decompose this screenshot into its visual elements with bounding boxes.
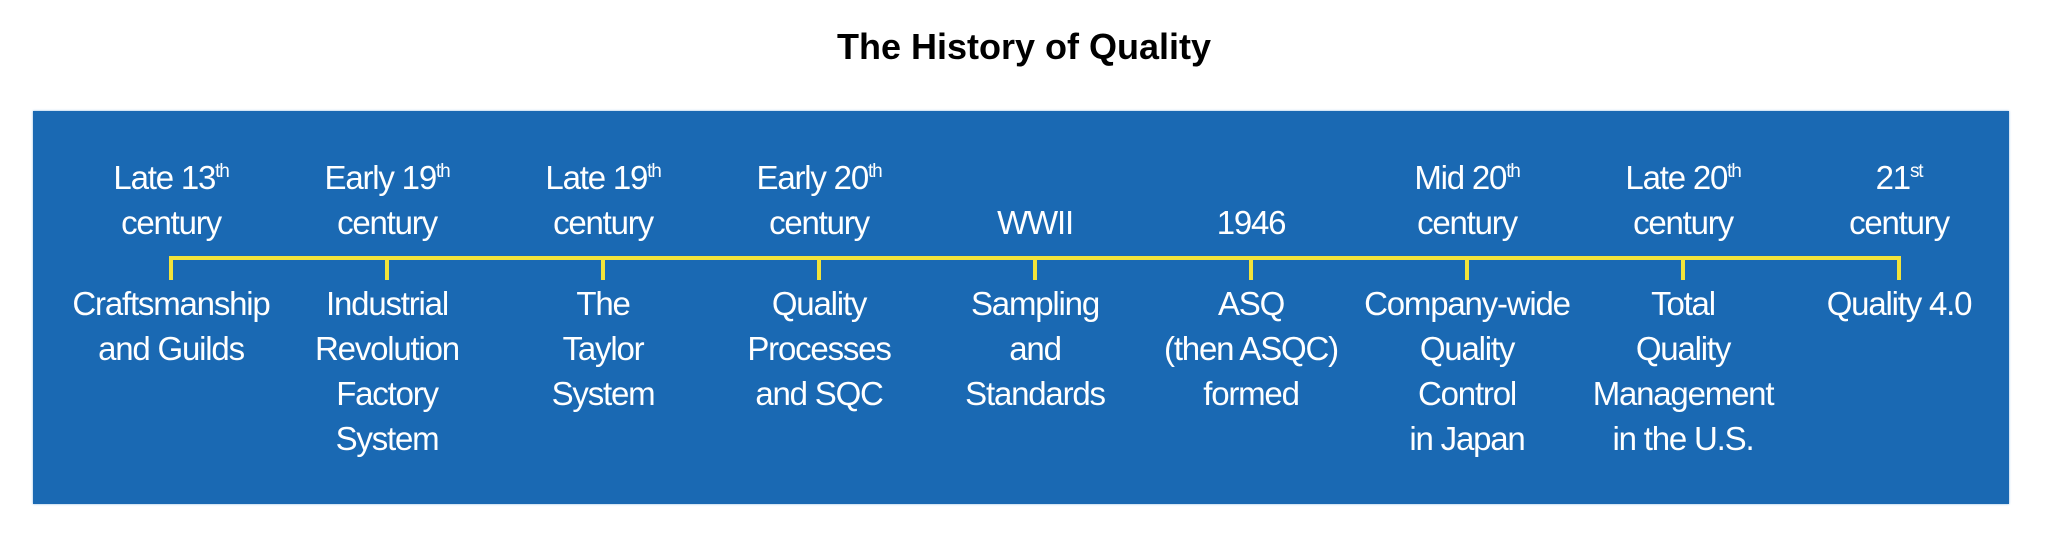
period-ordinal: th <box>436 161 451 182</box>
period-text: Early 20 <box>756 159 870 196</box>
event-description: Total Quality Management in the U.S. <box>1563 281 1803 461</box>
period-text: Late 19 <box>545 159 648 196</box>
description-line: Total <box>1651 285 1716 322</box>
event-description: Industrial Revolution Factory System <box>267 281 507 461</box>
period-text: 21 <box>1875 159 1912 196</box>
event-description: Company-wide Quality Control in Japan <box>1347 281 1587 461</box>
description-line: Factory <box>336 375 439 412</box>
event-description: The Taylor System <box>483 281 723 416</box>
period-text: 1946 <box>1216 204 1287 241</box>
period-line: WWII <box>915 200 1155 245</box>
description-line: and SQC <box>755 375 884 412</box>
event-period: Early 20th century <box>699 155 939 245</box>
period-ordinal: th <box>215 161 230 182</box>
event-description: Craftsmanship and Guilds <box>51 281 291 371</box>
timeline-tick <box>1249 256 1253 280</box>
period-line: Late 13th <box>51 155 291 200</box>
description-line: Management <box>1592 375 1775 412</box>
timeline-tick <box>1465 256 1469 280</box>
period-text: Early 19 <box>324 159 438 196</box>
timeline-tick <box>817 256 821 280</box>
period-text: Late 20 <box>1625 159 1728 196</box>
timeline-tick <box>1681 256 1685 280</box>
description-line: Sampling <box>971 285 1100 322</box>
event-period: Early 19th century <box>267 155 507 245</box>
event-period: 21st century <box>1779 155 2019 245</box>
event-description: ASQ (then ASQC) formed <box>1131 281 1371 416</box>
description-line: Standards <box>965 375 1106 412</box>
description-line: Taylor <box>562 330 645 367</box>
period-text: WWII <box>997 204 1074 241</box>
event-period: Late 13th century <box>51 155 291 245</box>
description-line: (then ASQC) <box>1164 330 1339 367</box>
period-suffix: century <box>337 204 438 241</box>
description-line: in the U.S. <box>1612 420 1755 457</box>
period-line: Late 19th <box>483 155 723 200</box>
event-period: WWII <box>915 155 1155 245</box>
period-line: Early 20th <box>699 155 939 200</box>
description-line: System <box>551 375 656 412</box>
diagram-title: The History of Quality <box>836 26 1212 67</box>
event-period: Late 19th century <box>483 155 723 245</box>
description-line: Quality <box>771 285 868 322</box>
event-description: Quality 4.0 <box>1779 281 2019 326</box>
description-line: Quality 4.0 <box>1826 285 1973 322</box>
period-line: Early 19th <box>267 155 507 200</box>
period-text: Late 13 <box>113 159 216 196</box>
description-line: Quality <box>1635 330 1732 367</box>
period-text: Mid 20 <box>1414 159 1507 196</box>
description-line: Revolution <box>315 330 460 367</box>
period-ordinal: th <box>868 161 883 182</box>
period-suffix: century <box>121 204 222 241</box>
description-line: Craftsmanship <box>72 285 270 322</box>
timeline-tick <box>601 256 605 280</box>
period-ordinal: th <box>647 161 662 182</box>
description-line: formed <box>1203 375 1300 412</box>
period-ordinal: th <box>1506 161 1521 182</box>
description-line: Company-wide <box>1364 285 1571 322</box>
period-line: Mid 20th <box>1347 155 1587 200</box>
timeline-tick <box>1897 256 1901 280</box>
description-line: and <box>1009 330 1062 367</box>
description-line: in Japan <box>1409 420 1525 457</box>
timeline-panel: Late 13th century Craftsmanship and Guilds E… <box>33 111 2009 504</box>
description-line: ASQ <box>1217 285 1285 322</box>
period-line: 21st <box>1779 155 2019 200</box>
timeline-tick <box>1033 256 1037 280</box>
period-ordinal: st <box>1909 161 1924 182</box>
description-line: The <box>576 285 630 322</box>
period-line: 1946 <box>1131 200 1371 245</box>
description-line: Industrial <box>326 285 449 322</box>
event-period: 1946 <box>1131 155 1371 245</box>
description-line: Quality <box>1419 330 1516 367</box>
period-suffix: century <box>1633 204 1734 241</box>
event-description: Sampling and Standards <box>915 281 1155 416</box>
description-line: System <box>335 420 440 457</box>
period-line: Late 20th <box>1563 155 1803 200</box>
period-suffix: century <box>1849 204 1950 241</box>
period-suffix: century <box>769 204 870 241</box>
description-line: Control <box>1418 375 1517 412</box>
timeline-tick <box>169 256 173 280</box>
period-suffix: century <box>1417 204 1518 241</box>
description-line: Processes <box>747 330 891 367</box>
event-description: Quality Processes and SQC <box>699 281 939 416</box>
description-line: and Guilds <box>98 330 245 367</box>
period-ordinal: th <box>1727 161 1742 182</box>
period-suffix: century <box>553 204 654 241</box>
event-period: Mid 20th century <box>1347 155 1587 245</box>
timeline-tick <box>385 256 389 280</box>
event-period: Late 20th century <box>1563 155 1803 245</box>
